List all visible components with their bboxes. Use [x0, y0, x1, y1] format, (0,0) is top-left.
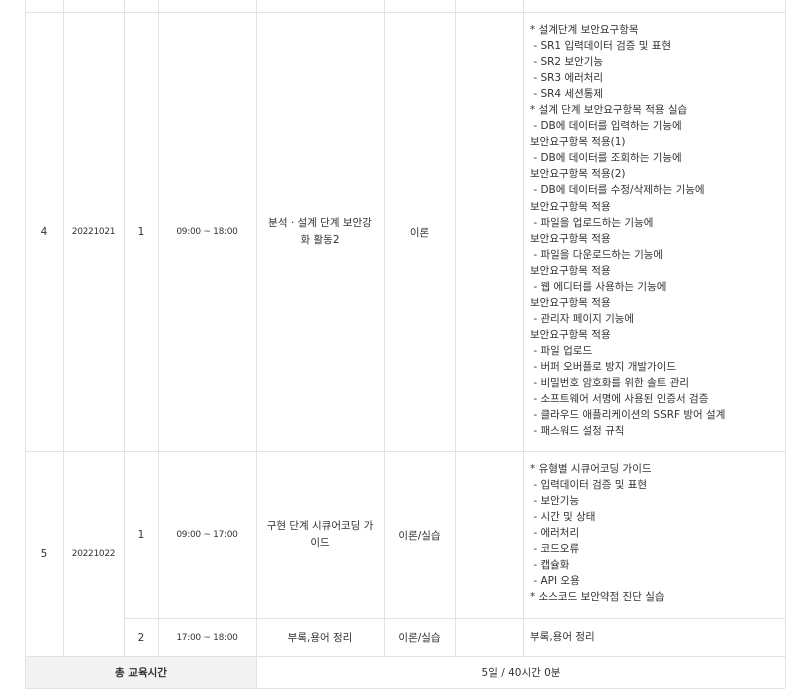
content-list: * 유형별 시큐어코딩 가이드 - 입력데이터 검증 및 표현 - 보안기능 -… — [530, 461, 780, 605]
row-divider — [25, 656, 785, 657]
content-line: 보안요구항목 적용(1) — [530, 136, 626, 149]
content-line: - DB에 데이터를 입력하는 기능에 — [530, 120, 682, 133]
subject-title: 분석 · 설계 단계 보안강화 활동2 — [268, 217, 372, 246]
column-divider — [124, 0, 125, 656]
content-line: - 보안기능 — [530, 495, 580, 508]
content-line: * 설계단계 보안요구항목 — [530, 24, 639, 36]
content-line: - 파일을 업로드하는 기능에 — [530, 216, 654, 229]
content-line: - DB에 데이터를 조회하는 기능에 — [530, 152, 682, 165]
content-line: 보안요구항목 적용 — [530, 232, 611, 245]
content-line: - 코드오류 — [530, 543, 580, 556]
day-number: 5 — [40, 548, 48, 560]
content-line: - SR3 에러처리 — [530, 72, 604, 85]
content-line: - 파일을 다운로드하는 기능에 — [530, 248, 664, 261]
column-divider — [25, 0, 26, 688]
column-divider — [158, 0, 159, 656]
column-divider — [455, 0, 456, 656]
content-line: - API 오용 — [530, 575, 580, 588]
content-line: - 소프트웨어 서명에 사용된 인증서 검증 — [530, 393, 709, 406]
session-number: 1 — [137, 226, 145, 238]
time-cell: 09:00 ~ 18:00 — [176, 227, 238, 237]
lecture-type: 이론 — [409, 226, 430, 239]
content-line: - 관리자 페이지 기능에 — [530, 312, 635, 325]
content-line: - 입력데이터 검증 및 표현 — [530, 479, 648, 492]
content-line: - 에러처리 — [530, 527, 580, 540]
content-line: 보안요구항목 적용 — [530, 264, 611, 277]
content-line: - 클라우드 애플리케이션의 SSRF 방어 설계 — [530, 409, 726, 422]
column-divider — [63, 0, 64, 656]
content-line: - SR2 보안기능 — [530, 56, 604, 69]
lecture-type: 이론/실습 — [398, 632, 441, 644]
total-hours-value: 5일 / 40시간 0분 — [481, 667, 561, 679]
content-list: 부록,용어 정리 — [530, 629, 780, 645]
row-divider — [124, 618, 785, 619]
column-divider — [384, 0, 385, 656]
content-line: 보안요구항목 적용 — [530, 296, 611, 309]
content-line: * 유형별 시큐어코딩 가이드 — [530, 463, 652, 475]
content-line: * 소스코드 보안약점 진단 실습 — [530, 591, 665, 604]
content-line: 보안요구항목 적용(2) — [530, 168, 626, 181]
row-divider — [25, 451, 785, 452]
content-line: - 웹 에디터를 사용하는 기능에 — [530, 280, 667, 293]
date-cell: 20221022 — [71, 549, 116, 559]
date-cell: 20221021 — [71, 227, 116, 237]
time-cell: 09:00 ~ 17:00 — [176, 530, 238, 540]
content-line: - SR1 입력데이터 검증 및 표현 — [530, 40, 672, 53]
row-divider — [25, 688, 785, 689]
column-divider — [785, 0, 786, 688]
total-hours-label: 총 교육시간 — [26, 657, 256, 688]
subject-title: 구현 단계 시큐어코딩 가이드 — [266, 520, 374, 549]
subject-title: 부록,용어 정리 — [287, 632, 353, 644]
lecture-type: 이론/실습 — [398, 529, 441, 542]
content-line: - 버퍼 오버플로 방지 개발가이드 — [530, 360, 677, 373]
content-line: 보안요구항목 적용 — [530, 328, 611, 341]
time-cell: 17:00 ~ 18:00 — [176, 632, 238, 643]
content-line: - DB에 데이터를 수정/삭제하는 기능에 — [530, 184, 705, 197]
session-number: 2 — [137, 631, 145, 644]
session-number: 1 — [137, 529, 145, 541]
content-line: 부록,용어 정리 — [530, 631, 595, 643]
content-line: 보안요구항목 적용 — [530, 200, 611, 213]
content-line: * 설계 단계 보안요구항목 적용 실습 — [530, 104, 688, 117]
row-divider — [25, 12, 785, 13]
column-divider — [256, 0, 257, 688]
content-line: - SR4 세션통제 — [530, 88, 604, 101]
day-number: 4 — [40, 226, 48, 238]
column-divider — [523, 0, 524, 656]
content-line: - 비밀번호 암호화를 위한 솔트 관리 — [530, 377, 690, 390]
content-list: * 설계단계 보안요구항목 - SR1 입력데이터 검증 및 표현 - SR2 … — [530, 22, 780, 439]
content-line: - 패스워드 설정 규칙 — [530, 425, 625, 438]
content-line: - 캡슐화 — [530, 559, 570, 572]
content-line: - 파일 업로드 — [530, 344, 593, 357]
content-line: - 시간 및 상태 — [530, 511, 596, 524]
